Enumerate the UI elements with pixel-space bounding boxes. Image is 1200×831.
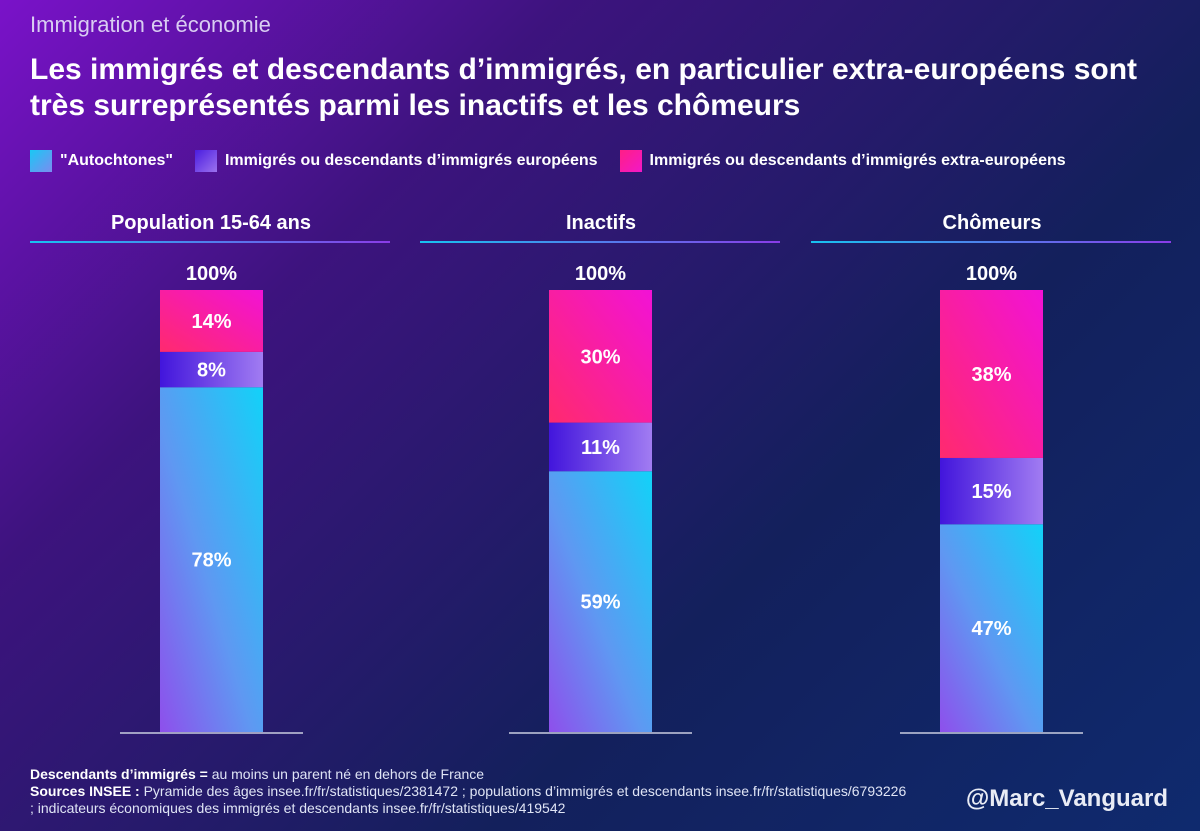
total-label-population: 100% <box>186 263 237 285</box>
footnote-definition: Descendants d’immigrés = au moins un par… <box>30 766 910 783</box>
bar-inactifs-autochtones <box>549 471 652 732</box>
data-label-population-extra-europeens: 14% <box>191 311 231 333</box>
footnote-definition-text: au moins un parent né en dehors de Franc… <box>211 766 485 782</box>
bar-chomeurs-extra-europeens <box>940 290 1043 458</box>
bar-inactifs-extra-europeens <box>549 290 652 423</box>
panel-title-inactifs: Inactifs <box>565 212 637 234</box>
panel-rule-chomeurs <box>811 241 1171 243</box>
legend-item-extra-europeens: Immigrés ou descendants d’immigrés extra… <box>619 150 1066 172</box>
data-label-chomeurs-autochtones: 47% <box>971 618 1011 640</box>
legend-label-extra-europeens: Immigrés ou descendants d’immigrés extra… <box>649 152 1066 169</box>
total-label-chomeurs: 100% <box>966 263 1017 285</box>
data-label-inactifs-europeens: 11% <box>581 437 620 459</box>
legend-label-europeens: Immigrés ou descendants d’immigrés europ… <box>224 152 598 169</box>
legend-swatch-extra-europeens <box>619 150 642 172</box>
data-label-chomeurs-extra-europeens: 38% <box>971 364 1011 386</box>
legend-swatch-autochtones <box>30 150 52 172</box>
bar-chomeurs-autochtones <box>940 524 1043 732</box>
bar-population-europeens <box>160 351 263 388</box>
footnote-definition-label: Descendants d’immigrés = <box>30 766 208 782</box>
data-label-inactifs-extra-europeens: 30% <box>580 346 620 368</box>
legend-item-europeens: Immigrés ou descendants d’immigrés europ… <box>194 150 598 172</box>
data-label-chomeurs-europeens: 15% <box>971 481 1011 503</box>
panel-title-population: Population 15-64 ans <box>110 212 312 234</box>
kicker: Immigration et économie <box>30 12 271 37</box>
panel-rule-inactifs <box>420 241 780 243</box>
footnote-sources-label: Sources INSEE : <box>30 783 140 799</box>
bar-chomeurs-europeens <box>940 457 1043 525</box>
panel-rule-population <box>30 241 390 243</box>
legend-item-autochtones: "Autochtones" <box>30 150 173 172</box>
data-label-population-autochtones: 78% <box>191 550 231 572</box>
data-label-population-europeens: 8% <box>197 360 226 382</box>
footnote-sources-text: Pyramide des âges insee.fr/fr/statistiqu… <box>30 783 907 816</box>
bar-population-autochtones <box>160 387 263 732</box>
legend-label-autochtones: "Autochtones" <box>60 152 173 169</box>
total-label-inactifs: 100% <box>575 263 626 285</box>
footnote: Descendants d’immigrés = au moins un par… <box>30 766 910 817</box>
author-handle: @Marc_Vanguard <box>965 785 1168 812</box>
data-label-inactifs-autochtones: 59% <box>580 592 620 614</box>
footnote-sources: Sources INSEE : Pyramide des âges insee.… <box>30 783 910 817</box>
legend-swatch-europeens <box>194 150 217 172</box>
bar-population-extra-europeens <box>160 290 263 352</box>
chart-title: Les immigrés et descendants d’immigrés, … <box>30 53 1138 122</box>
panel-title-chomeurs: Chômeurs <box>942 212 1042 234</box>
bar-inactifs-europeens <box>549 422 652 472</box>
legend: "Autochtones" Immigrés ou descendants d’… <box>30 150 1180 172</box>
